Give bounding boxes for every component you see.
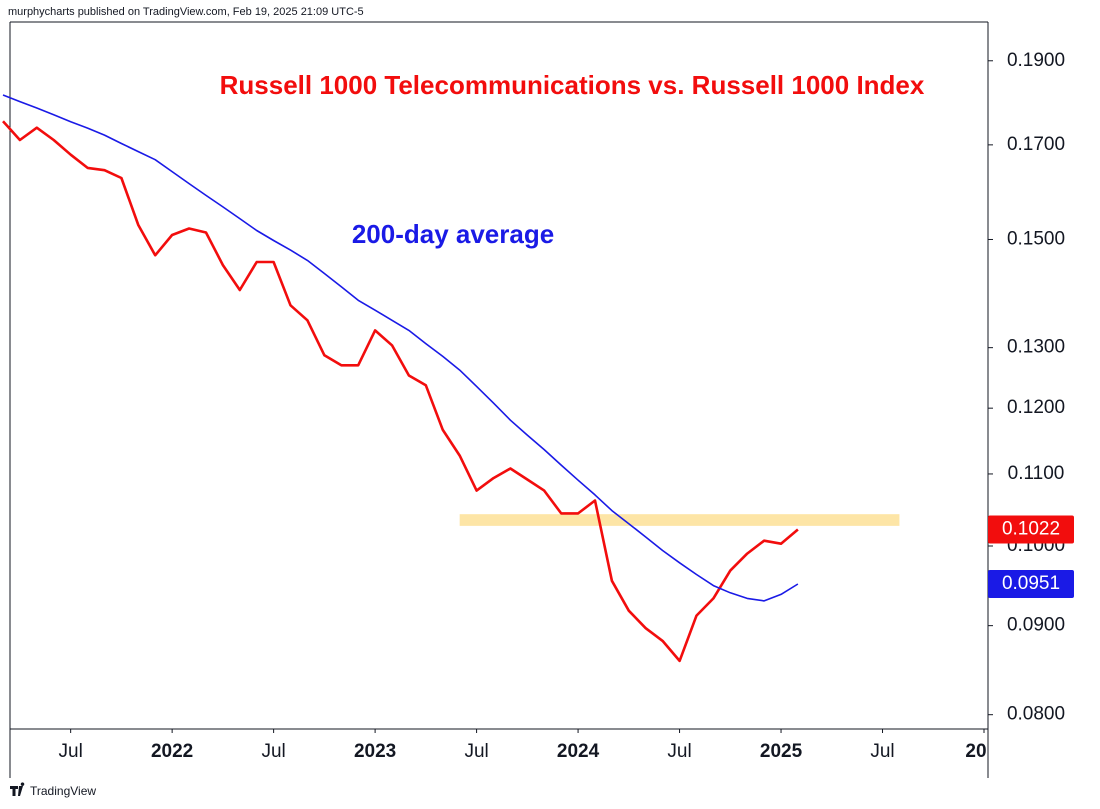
x-tick-label: 2025 [760, 741, 803, 762]
x-tick-label: Jul [667, 741, 691, 762]
x-tick-label: 2023 [354, 741, 396, 762]
highlight-band [459, 514, 900, 526]
x-tick-label: Jul [261, 741, 285, 762]
series-line [2, 94, 799, 602]
footer-logo [10, 782, 25, 796]
y-tick-label: 0.1300 [1007, 337, 1065, 358]
header: murphycharts published on TradingView.co… [8, 6, 364, 18]
x-tick-label: Jul [59, 741, 83, 762]
logo-icon [10, 782, 25, 796]
last-value-box [988, 515, 1074, 544]
plot-area [2, 94, 900, 663]
y-tick-label: 0.0800 [1007, 704, 1065, 725]
y-tick-label: 0.1100 [1008, 463, 1065, 484]
x-tick-label: 20 [965, 741, 986, 762]
last-value-box [988, 569, 1074, 598]
y-tick-label: 0.1700 [1007, 134, 1065, 155]
y-tick-label: 0.1200 [1007, 397, 1065, 418]
last-value-label: 0.0951 [1002, 573, 1060, 594]
x-tick-label: Jul [870, 741, 894, 762]
y-tick-label: 0.1500 [1007, 228, 1065, 249]
x-tick-label: 2024 [557, 741, 600, 762]
y-tick-label: 0.0900 [1007, 615, 1065, 636]
annotation: 200-day average [352, 219, 554, 249]
last-value-label: 0.1022 [1002, 519, 1060, 540]
x-tick-label: 2022 [151, 741, 193, 762]
x-tick-label: Jul [464, 741, 488, 762]
y-tick-label: 0.1900 [1007, 50, 1065, 71]
series-line [2, 120, 799, 663]
chart-title: Russell 1000 Telecommunications vs. Russ… [220, 70, 925, 100]
footer: TradingView [30, 784, 96, 798]
